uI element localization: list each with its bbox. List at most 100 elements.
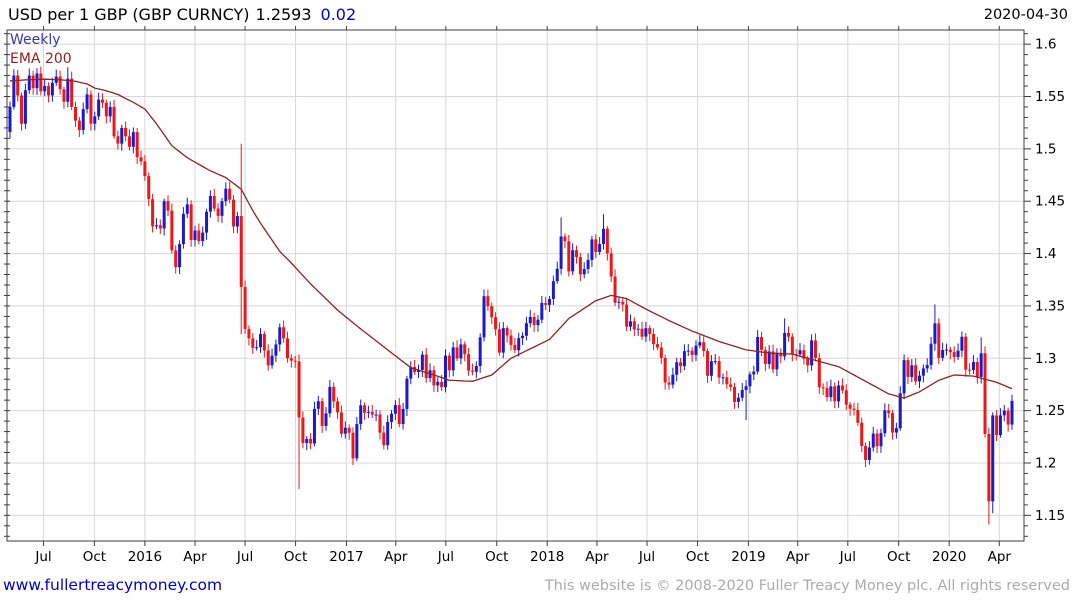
candle-body — [220, 201, 224, 216]
candle-body — [933, 323, 937, 344]
candle-body — [382, 432, 386, 446]
candle-body — [998, 415, 1002, 436]
ema-legend-label: EMA 200 — [10, 51, 72, 67]
candle-body — [748, 374, 752, 387]
candle-body — [154, 225, 158, 227]
candle-body — [232, 199, 236, 227]
candle-body — [551, 281, 555, 300]
candle-body — [409, 366, 413, 379]
candle-body — [756, 337, 760, 372]
candle-body — [775, 352, 779, 370]
chart-date: 2020-04-30 — [983, 7, 1068, 23]
x-axis-tick-label: Jul — [839, 549, 856, 565]
candle-body — [779, 352, 783, 357]
candle-body — [289, 358, 293, 361]
candle-body — [478, 337, 482, 367]
candle-body — [470, 370, 474, 372]
candle-body — [887, 410, 891, 414]
candle-body — [706, 351, 710, 376]
candle-body — [463, 344, 467, 355]
candle-body — [729, 384, 733, 387]
candle-body — [420, 354, 424, 370]
axes-layer — [4, 26, 1031, 546]
candle-body — [285, 338, 289, 359]
candle-body — [536, 319, 540, 326]
candle-body — [436, 381, 440, 386]
candle-body — [243, 287, 247, 329]
candle-body — [582, 269, 586, 275]
candle-body — [601, 228, 605, 245]
candle-body — [8, 106, 12, 133]
candle-body — [964, 336, 968, 370]
candle-body — [960, 336, 964, 351]
candle-body — [100, 99, 104, 103]
candle-body — [193, 230, 197, 240]
candle-body — [798, 350, 802, 355]
candle-body — [802, 350, 806, 359]
candle-body — [598, 244, 602, 252]
candle-body — [744, 386, 748, 391]
candle-body — [397, 405, 401, 425]
candle-body — [316, 401, 320, 409]
candle-body — [370, 411, 374, 415]
candle-body — [332, 386, 336, 402]
candle-body — [443, 355, 447, 388]
y-axis-tick-label: 1.2 — [1035, 455, 1056, 471]
candle-body — [571, 250, 575, 272]
candle-body — [736, 397, 740, 402]
candle-body — [679, 362, 683, 367]
candle-body — [956, 350, 960, 358]
candle-body — [524, 323, 528, 336]
y-axis-tick-label: 1.35 — [1035, 298, 1065, 314]
candle-body — [393, 405, 397, 414]
candle-body — [43, 86, 47, 92]
candle-body — [825, 388, 829, 398]
candle-body — [902, 360, 906, 394]
candle-body — [47, 86, 51, 96]
candle-body — [667, 382, 671, 385]
candle-body — [532, 316, 536, 326]
candle-body — [266, 350, 270, 366]
candle-body — [135, 132, 139, 158]
candle-body — [625, 304, 629, 327]
candle-body — [440, 381, 444, 388]
candle-body — [270, 355, 274, 366]
candle-body — [871, 433, 875, 448]
x-axis-tick-label: Oct — [284, 549, 307, 565]
x-axis-tick-label: 2020 — [932, 549, 966, 565]
candle-body — [609, 253, 613, 277]
candle-body — [451, 347, 455, 371]
candle-body — [486, 296, 490, 307]
candle-body — [112, 106, 116, 137]
candle-body — [709, 361, 713, 376]
candle-body — [143, 161, 147, 177]
candle-body — [124, 127, 128, 137]
candle-body — [262, 333, 266, 351]
candle-body — [432, 370, 436, 386]
candle-body — [852, 408, 856, 410]
candle-body — [975, 362, 979, 377]
candle-body — [883, 410, 887, 434]
candle-body — [297, 361, 301, 418]
candle-body — [170, 210, 174, 251]
candle-body — [20, 95, 24, 124]
candle-body — [189, 204, 193, 240]
y-axis-tick-label: 1.4 — [1035, 246, 1056, 262]
candle-body — [278, 327, 282, 345]
candle-body — [351, 432, 355, 459]
candle-body — [509, 335, 513, 345]
candle-body — [752, 371, 756, 375]
y-axis-tick-label: 1.3 — [1035, 351, 1056, 367]
candle-body — [632, 321, 636, 330]
y-axis-tick-label: 1.55 — [1035, 89, 1065, 105]
candle-body — [147, 176, 151, 200]
candle-body — [16, 75, 20, 96]
candle-body — [914, 365, 918, 382]
website-link[interactable]: www.fullertreacymoney.com — [3, 576, 223, 594]
candle-body — [66, 78, 70, 102]
candle-body — [490, 306, 494, 318]
candle-body — [216, 208, 220, 216]
x-axis-tick-label: Jul — [437, 549, 454, 565]
candle-body — [806, 358, 810, 366]
candle-body — [659, 347, 663, 358]
